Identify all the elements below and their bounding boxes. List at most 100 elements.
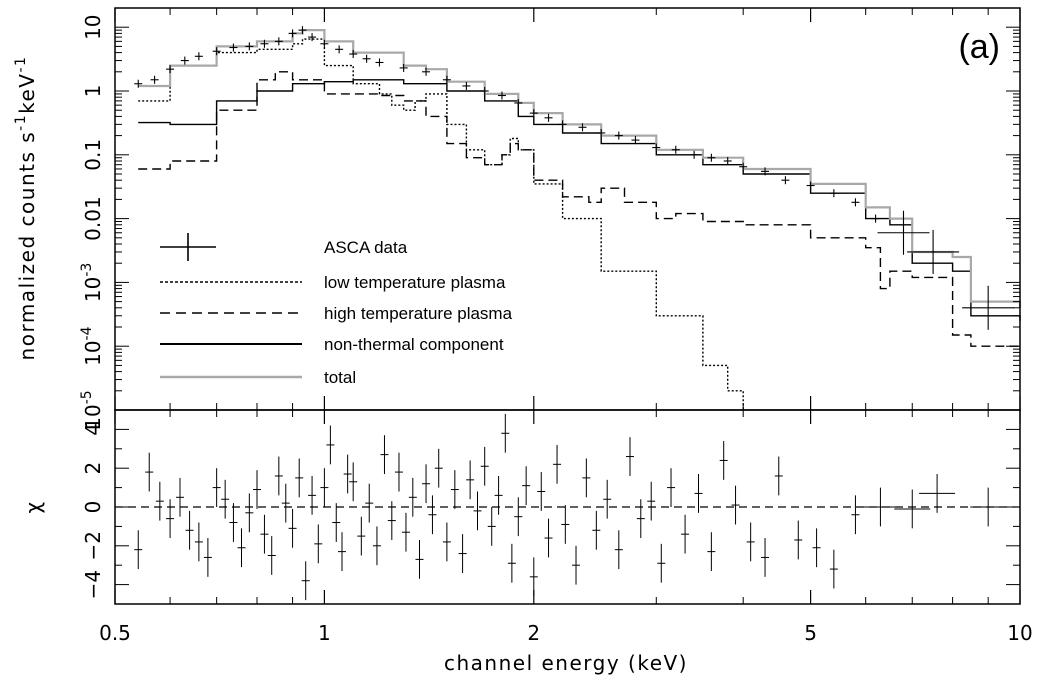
residual-point bbox=[636, 499, 645, 539]
legend-entry-non-thermal: non-thermal component bbox=[160, 335, 504, 354]
residual-point bbox=[561, 505, 570, 544]
legend-label-high-temp: high temperature plasma bbox=[324, 304, 513, 323]
data-point bbox=[529, 109, 538, 118]
data-point bbox=[245, 42, 254, 51]
data-point bbox=[877, 210, 930, 255]
residual-point bbox=[380, 435, 389, 475]
residual-point bbox=[260, 514, 269, 554]
x-axis-title: channel energy (keV) bbox=[444, 651, 688, 675]
residual-point bbox=[507, 543, 516, 583]
top-data-layer bbox=[134, 26, 1015, 330]
residual-point bbox=[458, 534, 467, 573]
top-panel: 10 1 0.1 0.01 10-3 10-4 10-5 (a) normalized co… bbox=[13, 7, 1022, 430]
data-point bbox=[723, 156, 732, 165]
data-point bbox=[851, 198, 860, 207]
data-point bbox=[349, 50, 358, 59]
residual-point bbox=[522, 466, 531, 506]
data-point bbox=[134, 79, 143, 88]
residual-point bbox=[494, 475, 503, 515]
residual-point bbox=[514, 497, 523, 537]
residual-point bbox=[625, 437, 634, 476]
residual-point bbox=[252, 470, 261, 509]
y-tick-label: 10-3 bbox=[79, 263, 105, 302]
legend-entry-low-temp: low temperature plasma bbox=[160, 273, 506, 292]
bottom-ticks bbox=[114, 409, 1021, 605]
residual-point bbox=[295, 458, 304, 498]
residual-point bbox=[466, 460, 475, 500]
residual-point bbox=[694, 474, 703, 513]
residual-point bbox=[387, 501, 396, 540]
residual-point bbox=[553, 444, 562, 484]
residual-point bbox=[851, 495, 860, 535]
residual-point bbox=[221, 479, 230, 519]
residual-point bbox=[719, 441, 728, 480]
residual-point bbox=[582, 458, 591, 498]
residual-point bbox=[245, 493, 254, 533]
residual-point bbox=[349, 462, 358, 502]
residual-y-tick-label: 0 bbox=[81, 501, 105, 514]
series-line-1 bbox=[138, 71, 1020, 347]
residual-y-tick-label: −4 bbox=[81, 570, 105, 599]
data-point bbox=[781, 176, 790, 185]
data-point bbox=[212, 47, 221, 56]
residual-point bbox=[434, 448, 443, 488]
data-point bbox=[597, 128, 606, 137]
data-point bbox=[739, 162, 748, 171]
residual-point bbox=[308, 475, 317, 515]
residual-point bbox=[529, 557, 538, 597]
data-point bbox=[652, 143, 661, 152]
legend-label-low-temp: low temperature plasma bbox=[324, 273, 506, 292]
x-tick-label: 0.5 bbox=[99, 621, 131, 645]
residual-point bbox=[175, 477, 184, 517]
residual-point bbox=[212, 468, 221, 507]
residual-point bbox=[894, 489, 931, 529]
top-ticks bbox=[114, 7, 1021, 411]
data-point bbox=[806, 181, 815, 190]
residual-point bbox=[274, 456, 283, 496]
data-point bbox=[298, 26, 307, 35]
residual-point bbox=[288, 508, 297, 548]
residual-point bbox=[267, 536, 276, 575]
residual-point bbox=[731, 485, 740, 525]
data-point bbox=[558, 120, 567, 129]
data-point bbox=[150, 75, 159, 84]
data-point bbox=[707, 153, 716, 162]
residual-point bbox=[774, 456, 783, 496]
data-point bbox=[320, 39, 329, 48]
residual-point bbox=[603, 479, 612, 519]
residual-point bbox=[314, 524, 323, 564]
residual-point bbox=[185, 510, 194, 550]
top-ylabel-exp2: -1 bbox=[13, 56, 29, 73]
legend-label-asca: ASCA data bbox=[324, 238, 408, 257]
residual-y-tick-label: 2 bbox=[81, 462, 105, 475]
legend-entry-total: total bbox=[160, 368, 356, 387]
residual-point bbox=[194, 522, 203, 562]
residual-point bbox=[487, 507, 496, 546]
data-point bbox=[761, 167, 770, 176]
residual-layer bbox=[134, 413, 1007, 601]
residual-point bbox=[145, 452, 154, 492]
data-point bbox=[962, 285, 1015, 330]
residual-point bbox=[320, 468, 329, 507]
residual-point bbox=[657, 543, 666, 583]
data-point bbox=[166, 65, 175, 74]
x-tick-label: 10 bbox=[1007, 621, 1032, 645]
residual-point bbox=[394, 452, 403, 492]
data-point bbox=[260, 39, 269, 48]
residual-point bbox=[746, 522, 755, 562]
y-tick-label: 10 bbox=[81, 14, 105, 39]
data-point bbox=[288, 29, 297, 38]
legend-label-total: total bbox=[324, 368, 356, 387]
data-point bbox=[375, 58, 384, 67]
y-tick-label: 10-5 bbox=[79, 390, 105, 429]
residual-point bbox=[761, 538, 770, 577]
residual-point bbox=[829, 549, 838, 589]
data-point bbox=[907, 229, 960, 274]
top-ylabel-exp1: -1 bbox=[13, 114, 29, 131]
residual-point bbox=[812, 528, 821, 568]
residual-point bbox=[332, 503, 341, 542]
residual-point bbox=[428, 495, 437, 535]
bottom-panel: 4 2 0 −2 −4 0.5 1 2 5 10 χ channel energy (keV) bbox=[21, 409, 1033, 675]
residual-point bbox=[401, 512, 410, 552]
top-ylabel-mid: keV bbox=[15, 73, 39, 114]
